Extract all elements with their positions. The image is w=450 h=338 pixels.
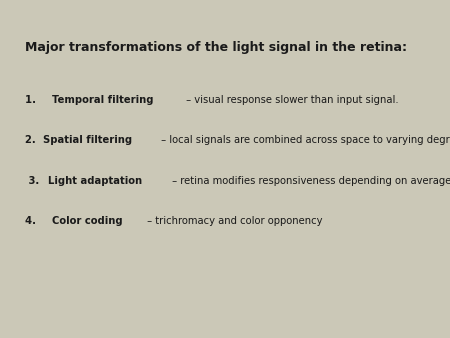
Text: 2.: 2. [25, 135, 39, 145]
Text: 3.: 3. [25, 176, 42, 186]
Text: Color coding: Color coding [53, 216, 123, 226]
Text: – visual response slower than input signal.: – visual response slower than input sign… [184, 95, 399, 105]
Text: – local signals are combined across space to varying degrees.: – local signals are combined across spac… [158, 135, 450, 145]
Text: 4.: 4. [25, 216, 46, 226]
Text: Light adaptation: Light adaptation [48, 176, 142, 186]
Text: Temporal filtering: Temporal filtering [53, 95, 154, 105]
Text: – trichromacy and color opponency: – trichromacy and color opponency [144, 216, 322, 226]
Text: Spatial filtering: Spatial filtering [43, 135, 132, 145]
Text: Major transformations of the light signal in the retina:: Major transformations of the light signa… [25, 41, 407, 53]
Text: – retina modifies responsiveness depending on average light level.: – retina modifies responsiveness dependi… [169, 176, 450, 186]
Text: 1.: 1. [25, 95, 46, 105]
